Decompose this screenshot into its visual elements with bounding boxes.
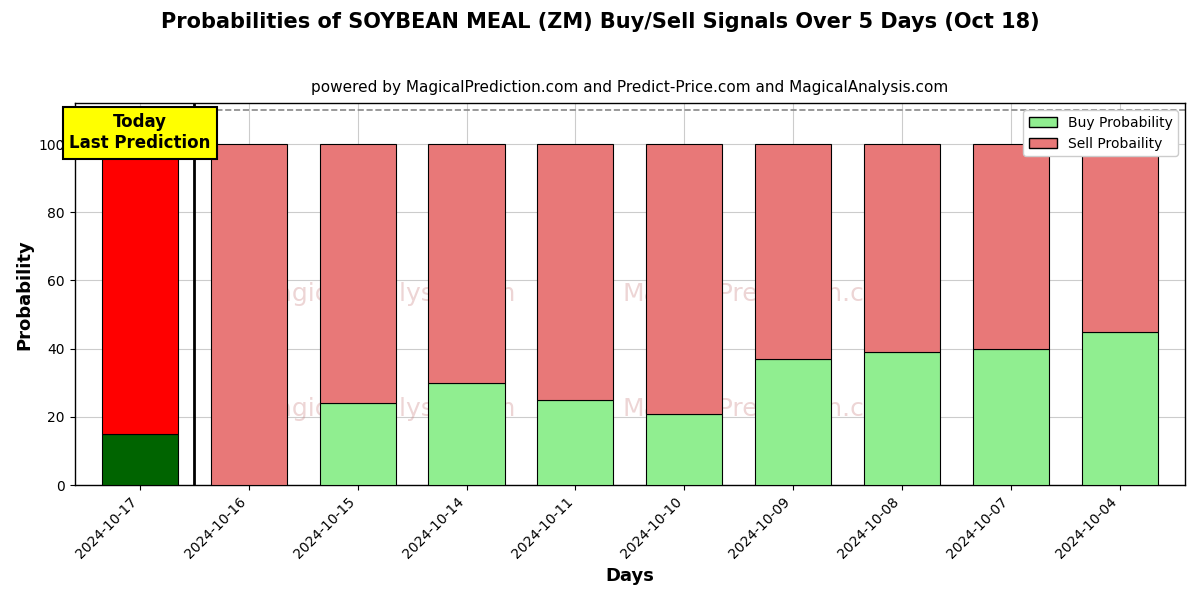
Bar [755,359,832,485]
Bar [319,403,396,485]
Bar [428,144,505,383]
Bar [864,352,940,485]
Text: MagicalAnalysis.com: MagicalAnalysis.com [256,282,516,306]
X-axis label: Days: Days [605,567,654,585]
Text: MagicalPrediction.com: MagicalPrediction.com [623,397,904,421]
Y-axis label: Probability: Probability [16,239,34,350]
Legend: Buy Probability, Sell Probaility: Buy Probability, Sell Probaility [1024,110,1178,156]
Bar [538,144,613,400]
Bar [755,144,832,359]
Bar [646,144,722,413]
Bar [538,400,613,485]
Text: Today
Last Prediction: Today Last Prediction [70,113,211,152]
Bar [102,434,178,485]
Title: powered by MagicalPrediction.com and Predict-Price.com and MagicalAnalysis.com: powered by MagicalPrediction.com and Pre… [311,80,948,95]
Text: Probabilities of SOYBEAN MEAL (ZM) Buy/Sell Signals Over 5 Days (Oct 18): Probabilities of SOYBEAN MEAL (ZM) Buy/S… [161,12,1039,32]
Text: MagicalAnalysis.com: MagicalAnalysis.com [256,397,516,421]
Bar [864,144,940,352]
Bar [211,144,287,485]
Bar [1081,332,1158,485]
Bar [428,383,505,485]
Bar [973,349,1049,485]
Bar [646,413,722,485]
Bar [973,144,1049,349]
Bar [319,144,396,403]
Bar [1081,144,1158,332]
Bar [102,144,178,434]
Text: MagicalPrediction.com: MagicalPrediction.com [623,282,904,306]
